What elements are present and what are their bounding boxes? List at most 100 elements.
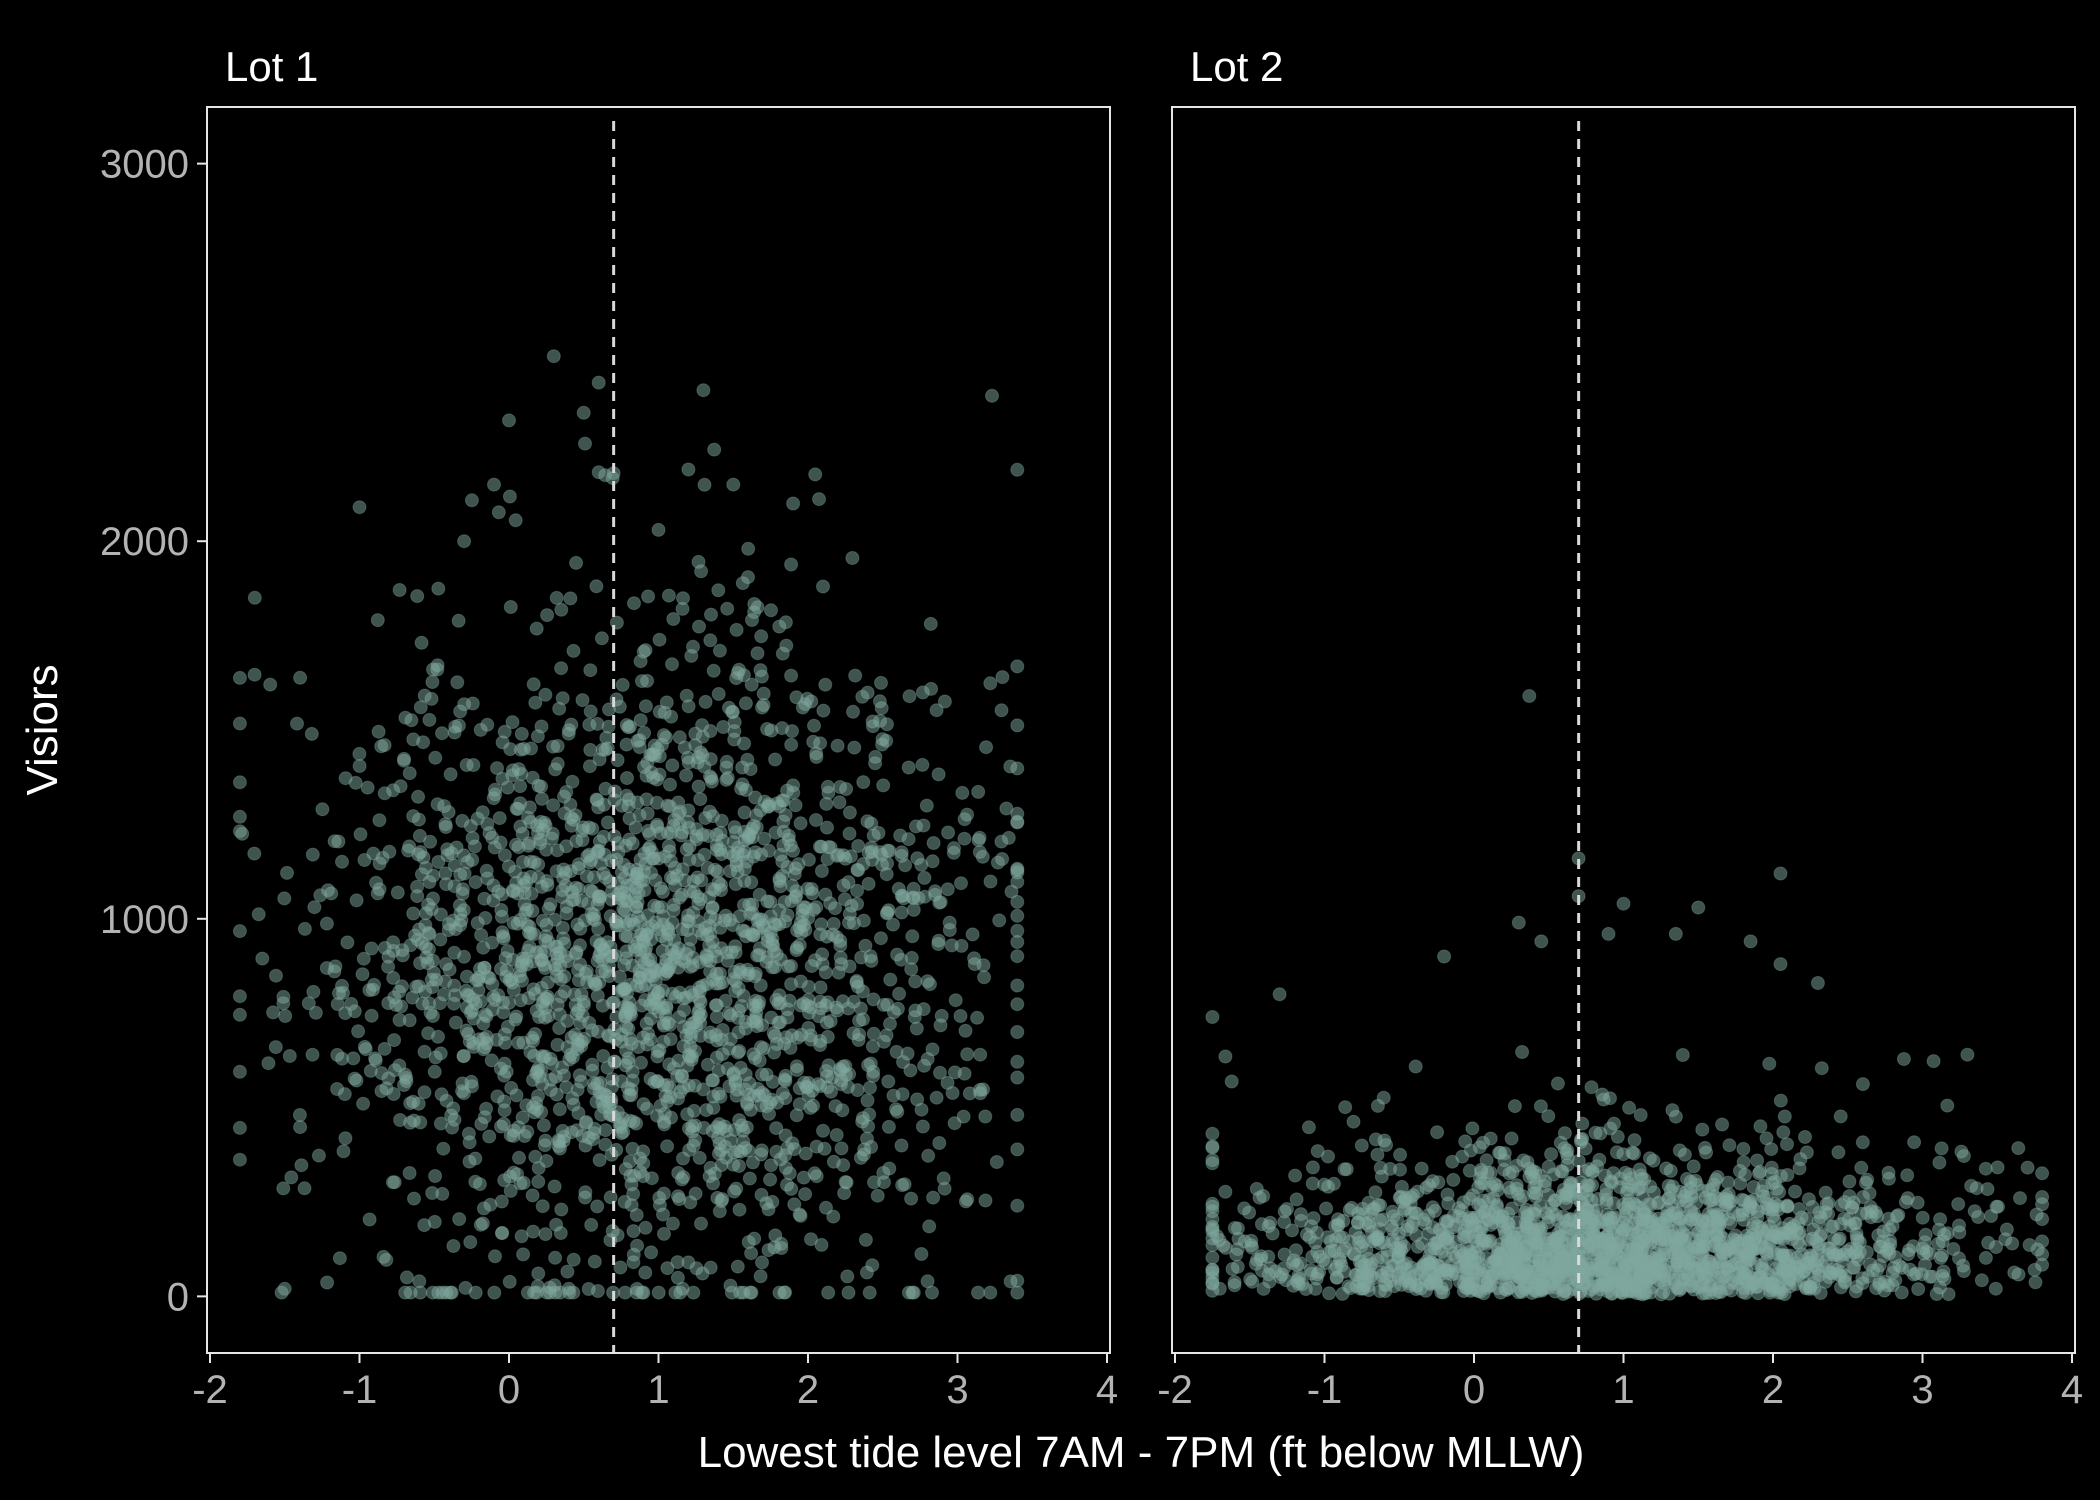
scatter-point <box>742 827 757 842</box>
scatter-point <box>617 885 632 900</box>
scatter-point <box>734 1118 749 1133</box>
scatter-point <box>977 970 992 985</box>
scatter-point <box>908 1003 923 1018</box>
scatter-point <box>352 759 367 773</box>
scatter-point <box>750 646 765 661</box>
scatter-point <box>983 1285 998 1300</box>
scatter-point <box>906 902 921 917</box>
scatter-point <box>514 726 529 741</box>
scatter-point <box>967 951 982 966</box>
scatter-point <box>232 716 247 731</box>
scatter-point <box>468 875 483 890</box>
scatter-point <box>1699 1145 1714 1160</box>
scatter-point <box>1863 1199 1878 1214</box>
scatter-point <box>549 864 564 879</box>
scatter-point <box>1560 1158 1575 1173</box>
scatter-point <box>928 884 943 899</box>
scatter-point <box>1773 866 1788 881</box>
scatter-point <box>671 1091 685 1106</box>
scatter-point <box>560 1264 575 1279</box>
scatter-point <box>1010 761 1025 776</box>
scatter-point <box>444 846 459 861</box>
scatter-point <box>534 952 549 967</box>
scatter-point <box>403 1096 418 1111</box>
scatter-point <box>780 1002 795 1017</box>
scatter-point <box>418 918 433 933</box>
scatter-point <box>1833 1109 1848 1124</box>
scatter-point <box>711 583 726 598</box>
scatter-point <box>1702 1254 1716 1269</box>
scatter-point <box>880 905 895 920</box>
scatter-point <box>492 811 507 826</box>
scatter-point <box>472 1177 487 1192</box>
scatter-point <box>1474 1221 1489 1236</box>
scatter-point <box>555 1060 570 1075</box>
scatter-point <box>1528 1165 1543 1179</box>
scatter-point <box>896 891 911 906</box>
scatter-point <box>1971 1210 1986 1224</box>
scatter-point <box>550 756 565 771</box>
scatter-point <box>392 1013 407 1027</box>
scatter-point <box>1458 1134 1473 1149</box>
x-tick-label: 0 <box>498 1368 520 1412</box>
scatter-point <box>598 870 613 885</box>
scatter-point <box>421 1026 436 1041</box>
scatter-point <box>624 1177 639 1192</box>
scatter-point <box>657 1226 671 1241</box>
scatter-point <box>305 1047 320 1062</box>
scatter-point <box>491 884 506 899</box>
scatter-point <box>410 589 425 604</box>
scatter-point <box>581 1282 596 1296</box>
scatter-point <box>863 1056 878 1071</box>
scatter-point <box>1999 1222 2014 1237</box>
scatter-point <box>700 860 715 875</box>
scatter-point <box>583 663 598 678</box>
scatter-point <box>482 1129 497 1144</box>
scatter-point <box>965 927 980 942</box>
scatter-point <box>390 885 405 900</box>
scatter-point <box>332 1251 347 1266</box>
scatter-point <box>1368 1185 1383 1200</box>
scatter-point <box>876 1165 891 1180</box>
scatter-point <box>232 670 247 685</box>
scatter-point <box>1010 894 1025 909</box>
scatter-point <box>530 826 545 840</box>
scatter-point <box>851 839 866 853</box>
scatter-point <box>655 944 670 958</box>
scatter-point <box>792 1081 807 1096</box>
scatter-point <box>232 924 247 939</box>
scatter-point <box>1759 1131 1774 1146</box>
scatter-point <box>669 989 683 1004</box>
scatter-point <box>681 914 696 929</box>
scatter-point <box>999 801 1014 816</box>
scatter-point <box>1842 1189 1857 1204</box>
scatter-point <box>619 788 634 803</box>
scatter-point <box>1643 1179 1658 1194</box>
scatter-point <box>1520 1208 1535 1223</box>
scatter-point <box>1430 1125 1445 1140</box>
scatter-point <box>1640 1274 1655 1289</box>
scatter-point <box>767 1045 782 1060</box>
scatter-point <box>722 1041 737 1056</box>
scatter-point <box>277 891 292 906</box>
scatter-point <box>411 789 426 804</box>
scatter-point <box>1915 1210 1930 1225</box>
scatter-point <box>978 1193 993 1208</box>
scatter-point <box>459 1023 474 1038</box>
scatter-point <box>337 1087 352 1102</box>
scatter-point <box>443 767 458 782</box>
scatter-point <box>733 962 747 977</box>
scatter-point <box>735 760 750 775</box>
scatter-point <box>1616 896 1631 911</box>
scatter-point <box>1687 1206 1702 1221</box>
scatter-point <box>731 1003 746 1018</box>
scatter-point <box>290 716 304 731</box>
x-axis-label: Lowest tide level 7AM - 7PM (ft below ML… <box>698 1428 1585 1477</box>
scatter-point <box>232 989 247 1004</box>
scatter-point <box>749 808 764 823</box>
scatter-point <box>659 998 674 1013</box>
scatter-point <box>352 746 367 761</box>
scatter-point <box>622 1154 637 1169</box>
scatter-point <box>826 1209 841 1224</box>
scatter-point <box>821 1058 836 1073</box>
